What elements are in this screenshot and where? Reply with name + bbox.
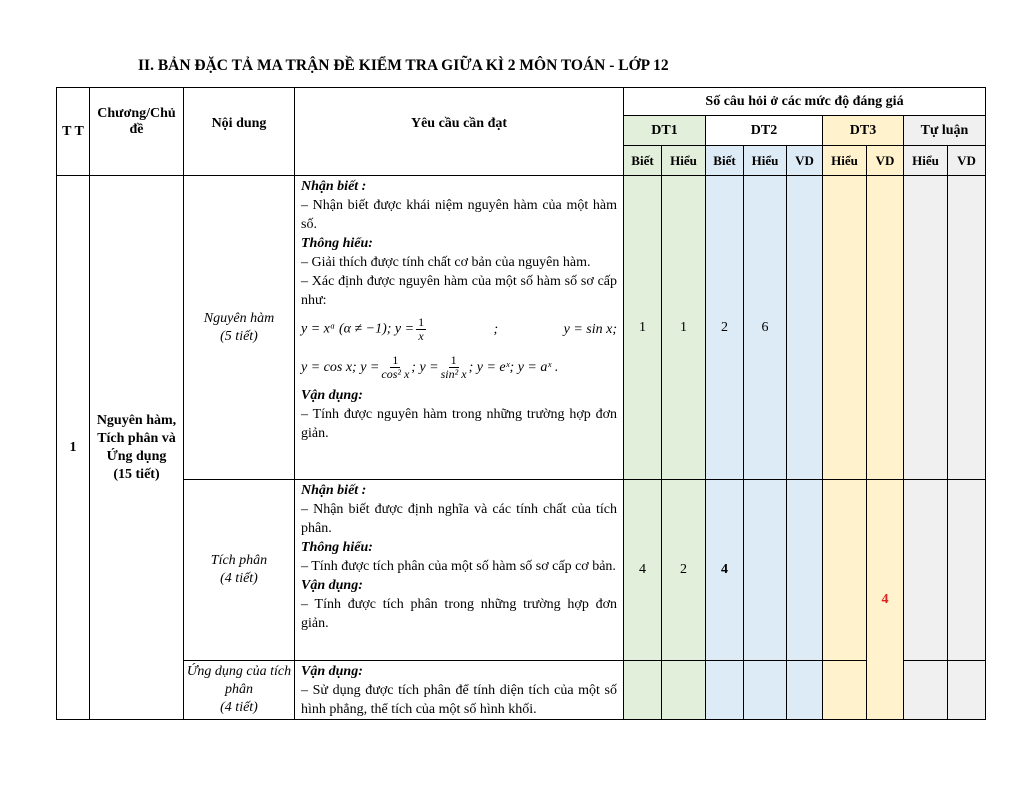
- content-name: Tích phân: [210, 553, 268, 568]
- formula: y = sin x;: [563, 321, 617, 337]
- header-dt1: DT1: [623, 115, 706, 146]
- sub-header: VD: [947, 145, 986, 176]
- count-cell: [903, 660, 948, 720]
- header-levels: Số câu hỏi ở các mức độ đáng giá: [623, 87, 986, 116]
- requirement-text: – Giải thích được tính chất cơ bản của n…: [301, 255, 591, 270]
- level-label: Vận dụng:: [301, 664, 363, 679]
- fraction-den: sin² x: [440, 366, 467, 381]
- sub-header: Hiểu: [822, 145, 867, 176]
- requirement-text: – Sử dụng được tích phân để tính diện tí…: [301, 683, 617, 717]
- level-label: Nhận biết :: [301, 179, 367, 194]
- document-title: II. BẢN ĐẶC TẢ MA TRẬN ĐỀ KIỂM TRA GIỮA …: [138, 57, 669, 74]
- count-cell: [866, 175, 904, 480]
- count-cell: 1: [623, 175, 662, 480]
- requirement-cell: Nhận biết : – Nhận biết được khái niệm n…: [294, 175, 624, 480]
- count-cell: [786, 175, 823, 480]
- level-label: Vận dụng:: [301, 388, 363, 403]
- fraction-num: 1: [448, 352, 459, 368]
- sub-header: Hiểu: [903, 145, 948, 176]
- count-cell: 2: [705, 175, 744, 480]
- fraction-num: 1: [416, 314, 427, 330]
- formula: ; y = eˣ; y = aˣ .: [468, 359, 559, 375]
- fraction-den: cos² x: [381, 366, 410, 381]
- formula-line: y = xᵅ (α ≠ −1); y = 1 x ; y = sin x;: [301, 310, 617, 348]
- count-cell: [947, 175, 986, 480]
- requirement-text: – Tính được nguyên hàm trong những trườn…: [301, 407, 617, 441]
- count-cell: [947, 660, 986, 720]
- requirement-cell: Vận dụng: – Sử dụng được tích phân để tí…: [294, 660, 624, 720]
- header-tt: T T: [56, 87, 90, 176]
- sub-header: Hiểu: [661, 145, 706, 176]
- requirement-text: – Nhận biết được định nghĩa và các tính …: [301, 502, 617, 536]
- formula: y = xᵅ (α ≠ −1); y =: [301, 321, 415, 337]
- count-cell: 4: [705, 479, 744, 661]
- count-cell: 6: [743, 175, 787, 480]
- count-cell: 4: [623, 479, 662, 661]
- count-cell: [623, 660, 662, 720]
- requirement-text: – Nhận biết được khái niệm nguyên hàm củ…: [301, 198, 617, 232]
- spec-matrix-table: T T Chương/Chủ đề Nội dung Yêu cầu cần đ…: [56, 87, 986, 720]
- sub-header: Biết: [705, 145, 744, 176]
- content-cell: Ứng dụng của tích phân (4 tiết): [183, 660, 295, 720]
- requirement-text: – Xác định được nguyên hàm của một số hà…: [301, 274, 617, 308]
- header-dt2: DT2: [705, 115, 823, 146]
- fraction-den: x: [418, 328, 424, 343]
- level-label: Thông hiểu:: [301, 236, 373, 251]
- requirement-text: – Tính được tích phân trong những trường…: [301, 597, 617, 631]
- content-name: Ứng dụng của tích phân: [186, 664, 292, 697]
- count-cell: [947, 479, 986, 661]
- content-name: Nguyên hàm: [203, 310, 275, 326]
- table-row: Ứng dụng của tích phân (4 tiết) Vận dụng…: [57, 660, 986, 720]
- header-dt3: DT3: [822, 115, 904, 146]
- formula: ;: [493, 321, 499, 337]
- row-number: 1: [56, 175, 90, 720]
- content-hours: (4 tiết): [220, 700, 258, 715]
- table-row: 1 Nguyên hàm, Tích phân và Ứng dụng (15 …: [56, 175, 986, 720]
- header-tu-luan: Tự luận: [903, 115, 986, 146]
- count-cell: [903, 479, 948, 661]
- count-cell: [661, 660, 706, 720]
- count-cell: [786, 479, 823, 661]
- formula-line: y = cos x; y = 1 cos² x ; y = 1 sin² x ; y…: [301, 348, 617, 386]
- count-cell: [822, 660, 867, 720]
- content-cell: Tích phân (4 tiết): [183, 479, 295, 661]
- header-content: Nội dung: [183, 87, 295, 176]
- count-cell-highlight: 4: [866, 479, 904, 720]
- table-row: Tích phân (4 tiết) Nhận biết : – Nhận bi…: [57, 479, 986, 720]
- count-cell: [743, 660, 787, 720]
- requirement-cell: Nhận biết : – Nhận biết được định nghĩa …: [294, 479, 624, 661]
- requirement-text: – Tính được tích phân của một số hàm số …: [301, 559, 616, 574]
- content-hours: (4 tiết): [220, 571, 258, 586]
- level-label: Vận dụng:: [301, 578, 363, 593]
- count-cell: [786, 660, 823, 720]
- formula: y = cos x; y =: [301, 359, 380, 375]
- content-cell: Nguyên hàm (5 tiết): [183, 175, 295, 480]
- count-cell: [705, 660, 744, 720]
- sub-header: VD: [786, 145, 823, 176]
- sub-header: Hiểu: [743, 145, 787, 176]
- content-hours: (5 tiết): [220, 328, 258, 344]
- level-label: Nhận biết :: [301, 483, 367, 498]
- count-cell: 2: [661, 479, 706, 661]
- sub-header: VD: [866, 145, 904, 176]
- count-cell: [822, 479, 867, 661]
- fraction-num: 1: [390, 352, 401, 368]
- count-cell: [903, 175, 948, 480]
- sub-header: Biết: [623, 145, 662, 176]
- count-cell: 1: [661, 175, 706, 480]
- chapter-name: Nguyên hàm, Tích phân và Ứng dụng (15 ti…: [89, 175, 184, 720]
- level-label: Thông hiểu:: [301, 540, 373, 555]
- header-requirement: Yêu cầu cần đạt: [294, 87, 624, 176]
- count-cell: [743, 479, 787, 661]
- count-cell: [822, 175, 867, 480]
- formula: ; y =: [411, 359, 439, 375]
- header-chapter: Chương/Chủ đề: [89, 87, 184, 176]
